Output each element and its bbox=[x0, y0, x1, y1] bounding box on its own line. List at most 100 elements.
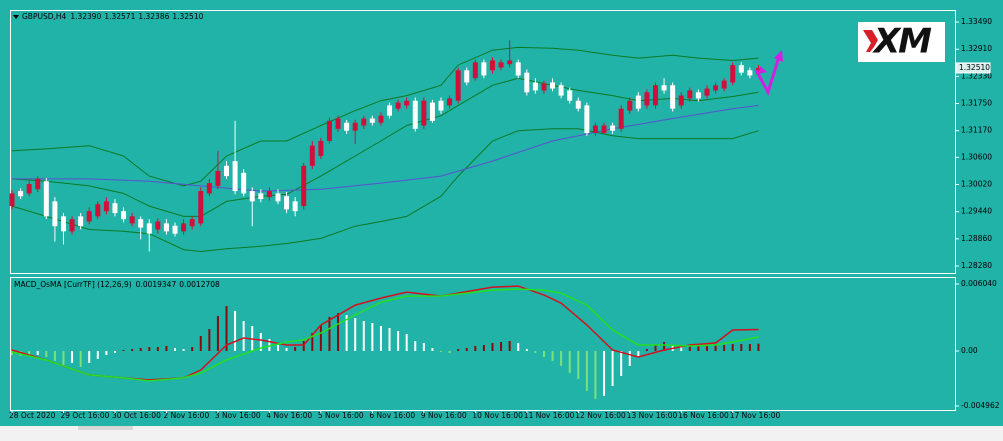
x-tick-label: 11 Nov 16:00 bbox=[524, 411, 575, 420]
chart-header: GBPUSD,H4 1.32390 1.32571 1.32386 1.32510 bbox=[22, 12, 204, 21]
ohlc-close: 1.32510 bbox=[172, 12, 203, 21]
x-tick-label: 5 Nov 16:00 bbox=[318, 411, 364, 420]
logo-text: XM bbox=[872, 22, 932, 62]
candle-body bbox=[687, 90, 693, 99]
histogram-bar bbox=[259, 333, 262, 351]
histogram-bar bbox=[371, 323, 374, 351]
histogram-bar bbox=[174, 347, 177, 351]
histogram-bar bbox=[628, 350, 631, 366]
histogram-bar bbox=[45, 350, 48, 357]
candle-body bbox=[481, 62, 487, 76]
histogram-bar bbox=[680, 346, 683, 351]
histogram-bar bbox=[285, 347, 288, 351]
histogram-bar bbox=[337, 313, 340, 351]
histogram-bar bbox=[131, 348, 134, 351]
y-tick-label: 1.30600 bbox=[961, 152, 992, 161]
histogram-bar bbox=[474, 345, 477, 351]
y-tick-label: 1.28860 bbox=[961, 234, 992, 243]
candle-body bbox=[730, 65, 736, 83]
y-tick-label: 1.33490 bbox=[961, 17, 992, 26]
ohlc-low: 1.32386 bbox=[138, 12, 169, 21]
histogram-bar bbox=[319, 325, 322, 351]
histogram-bar bbox=[105, 350, 108, 355]
histogram-bar bbox=[645, 348, 648, 351]
candle-body bbox=[755, 67, 761, 74]
main-panel: 1.33490 1.32910 1.32330 1.31750 1.31170 1.306… bbox=[9, 17, 992, 270]
candle-body bbox=[713, 85, 719, 91]
candle-body bbox=[447, 98, 453, 106]
histogram-bar bbox=[611, 350, 614, 386]
candle-body bbox=[653, 85, 658, 106]
histogram-bar bbox=[216, 316, 219, 351]
histogram-bar bbox=[148, 346, 151, 351]
histogram-bar bbox=[534, 350, 537, 353]
y-tick-label: 1.32330 bbox=[961, 71, 992, 80]
histogram-bar bbox=[311, 333, 314, 351]
candle-body bbox=[395, 102, 401, 109]
candle-body bbox=[9, 193, 15, 207]
candle-body bbox=[421, 100, 427, 126]
candle-body bbox=[361, 118, 367, 126]
candle-body bbox=[704, 88, 710, 96]
histogram-bar bbox=[294, 346, 297, 351]
tab-strip bbox=[0, 426, 1003, 441]
histogram-bar bbox=[156, 346, 159, 351]
histogram-bar bbox=[71, 350, 74, 363]
candle-body bbox=[378, 115, 384, 123]
candle-body bbox=[258, 193, 264, 200]
histogram-bar bbox=[379, 326, 382, 351]
histogram-bar bbox=[234, 311, 237, 351]
candle-body bbox=[241, 172, 247, 194]
candle-body bbox=[309, 145, 315, 166]
histogram-bar bbox=[688, 345, 691, 351]
candle-body bbox=[344, 122, 350, 131]
candle-body bbox=[575, 100, 581, 109]
histogram-bar bbox=[11, 350, 13, 355]
candle-body bbox=[224, 165, 229, 177]
candle-body bbox=[172, 225, 178, 234]
candle-body bbox=[103, 201, 109, 212]
histogram-bar bbox=[663, 342, 666, 351]
histogram-bar bbox=[723, 344, 726, 351]
candle-body bbox=[455, 70, 461, 101]
candle-body bbox=[369, 118, 375, 123]
background bbox=[0, 0, 1003, 426]
histogram-bar bbox=[482, 344, 485, 351]
y-tick-label: 0.006040 bbox=[961, 279, 997, 288]
histogram-bar bbox=[654, 344, 657, 351]
histogram-bar bbox=[551, 350, 554, 361]
indicator-line bbox=[12, 104, 759, 192]
candle-body bbox=[601, 125, 607, 134]
candle-body bbox=[43, 181, 49, 217]
x-tick-label: 10 Nov 16:00 bbox=[472, 411, 523, 420]
histogram-bar bbox=[182, 348, 185, 351]
candle-body bbox=[129, 216, 135, 224]
collapse-icon[interactable] bbox=[13, 15, 19, 19]
candle-body bbox=[26, 184, 32, 194]
histogram-bar bbox=[242, 321, 245, 351]
histogram-bar bbox=[345, 315, 348, 351]
candle-body bbox=[138, 219, 144, 228]
candle-body bbox=[189, 219, 195, 227]
candle-body bbox=[550, 82, 556, 89]
histogram-bar bbox=[637, 350, 640, 356]
histogram-bar bbox=[620, 350, 623, 376]
candle-body bbox=[618, 108, 624, 129]
histogram-bar bbox=[79, 350, 82, 367]
indicator-line bbox=[11, 77, 759, 217]
y-tick-label: 1.31750 bbox=[961, 99, 992, 108]
macd-line bbox=[11, 288, 759, 382]
candle-body bbox=[275, 193, 281, 202]
candle-body bbox=[163, 223, 169, 232]
candle-body bbox=[95, 204, 101, 217]
histogram-bar bbox=[62, 350, 65, 365]
candle-body bbox=[146, 223, 152, 234]
candle-body bbox=[112, 203, 118, 214]
candle-body bbox=[232, 161, 238, 192]
candle-body bbox=[155, 221, 161, 230]
ohlc-open: 1.32390 bbox=[70, 12, 101, 21]
logo-mark bbox=[863, 30, 878, 52]
histogram-bar bbox=[113, 350, 116, 353]
histogram-bar bbox=[714, 344, 717, 351]
ohlc-high: 1.32571 bbox=[104, 12, 135, 21]
